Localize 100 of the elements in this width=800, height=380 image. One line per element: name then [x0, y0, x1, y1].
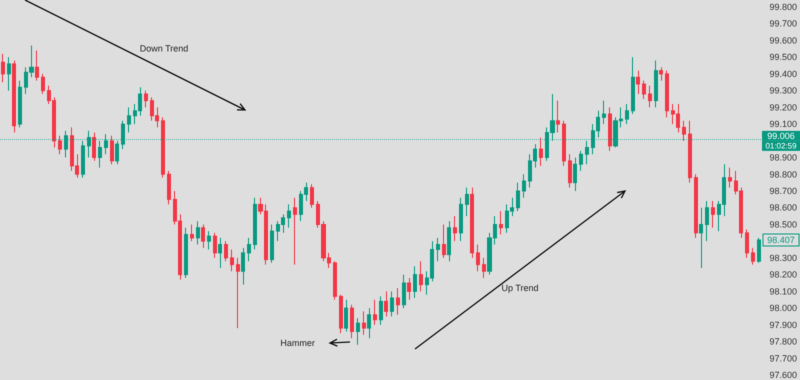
y-tick-label: 99.400	[769, 68, 798, 79]
candlestick	[190, 224, 194, 242]
candlestick	[682, 120, 686, 142]
candlestick	[573, 157, 577, 192]
candlestick	[562, 120, 566, 166]
candlestick	[184, 227, 188, 278]
candlestick	[104, 134, 108, 155]
candlestick	[579, 150, 583, 172]
y-tick-label: 98.300	[769, 252, 798, 263]
y-tick-label: 97.800	[769, 336, 798, 347]
candlestick	[98, 140, 102, 168]
candlestick	[482, 257, 486, 278]
candlestick	[522, 174, 526, 198]
y-tick-label: 98.500	[769, 219, 798, 230]
candlestick	[207, 230, 211, 250]
candlestick	[568, 154, 572, 188]
candlestick	[362, 310, 366, 336]
candlestick	[665, 70, 669, 118]
y-tick-label: 99.200	[769, 102, 798, 112]
candlestick	[87, 130, 91, 158]
candlestick	[694, 174, 698, 238]
candlestick	[310, 184, 314, 208]
candlestick	[18, 80, 22, 128]
y-tick-label: 97.900	[769, 320, 798, 330]
y-tick-label: 99.600	[769, 35, 798, 46]
candlestick	[218, 237, 222, 268]
y-tick-label: 99.100	[769, 119, 798, 130]
candlestick	[253, 197, 257, 250]
candlestick	[470, 187, 474, 258]
y-tick-label: 98.200	[769, 270, 798, 280]
candlestick	[241, 247, 245, 286]
candlestick	[407, 277, 411, 300]
candlestick	[608, 106, 612, 152]
candlestick	[64, 130, 68, 158]
candlestick	[459, 197, 463, 242]
candlestick	[201, 224, 205, 248]
candlestick	[556, 100, 560, 133]
candlestick	[196, 220, 200, 246]
candlestick	[110, 135, 114, 165]
candlestick	[1, 53, 5, 83]
candlestick	[270, 224, 274, 264]
candlestick	[247, 237, 251, 262]
candlestick	[339, 294, 343, 334]
candlestick	[115, 140, 119, 165]
ref-line-label: 99.006	[767, 130, 795, 141]
y-tick-label: 99.800	[769, 2, 798, 12]
candlestick	[121, 120, 125, 150]
candlestick	[384, 290, 388, 317]
candlestick	[373, 299, 377, 326]
y-tick-label: 98.700	[769, 186, 798, 196]
candlestick	[58, 135, 62, 155]
candlestick	[12, 60, 16, 133]
candlestick	[648, 85, 652, 108]
y-tick-label: 98.000	[769, 303, 798, 314]
annotation: 98.407	[767, 235, 795, 246]
candlestick	[476, 244, 480, 272]
candlestick	[465, 187, 469, 217]
candlestick	[688, 120, 692, 184]
y-tick-label: 97.700	[769, 353, 798, 364]
candlestick	[161, 116, 165, 178]
candlestick	[499, 210, 503, 235]
candlestick	[631, 56, 635, 115]
annotation: Up Trend	[501, 283, 539, 294]
candlestick	[293, 197, 297, 266]
candlestick	[654, 60, 658, 108]
annotation: Hammer	[280, 338, 315, 348]
candlestick	[41, 73, 45, 94]
candlestick	[413, 266, 417, 299]
candlestick	[236, 257, 240, 329]
candlestick	[585, 140, 589, 165]
y-tick-label: 98.900	[769, 152, 798, 163]
candlestick	[642, 80, 646, 100]
candlestick	[287, 204, 291, 228]
candlestick	[390, 290, 394, 317]
y-tick-label: 98.100	[769, 286, 798, 296]
annotation: Down Trend	[140, 44, 188, 54]
candlestick	[711, 200, 715, 228]
candlestick	[539, 136, 543, 166]
candlestick	[659, 66, 663, 82]
candlestick	[516, 182, 520, 212]
candlestick	[81, 140, 85, 178]
candlestick	[728, 167, 732, 188]
candlestick	[625, 104, 629, 125]
candlestick	[224, 240, 228, 262]
candlestick	[402, 274, 406, 309]
y-tick-label: 99.500	[769, 52, 798, 62]
candlestick	[751, 247, 755, 266]
candlestick	[230, 249, 234, 272]
y-tick-label: 98.800	[769, 169, 798, 180]
candlestick	[7, 56, 11, 92]
candlestick	[447, 220, 451, 262]
candlestick	[344, 299, 348, 332]
y-tick-label: 98.600	[769, 202, 798, 213]
candlestick	[636, 70, 640, 94]
candlestick	[705, 200, 709, 242]
candlestick	[213, 232, 217, 258]
candlestick	[442, 224, 446, 258]
candlestick	[602, 100, 606, 125]
y-tick-label: 99.700	[769, 18, 798, 29]
candlestick	[167, 170, 171, 205]
